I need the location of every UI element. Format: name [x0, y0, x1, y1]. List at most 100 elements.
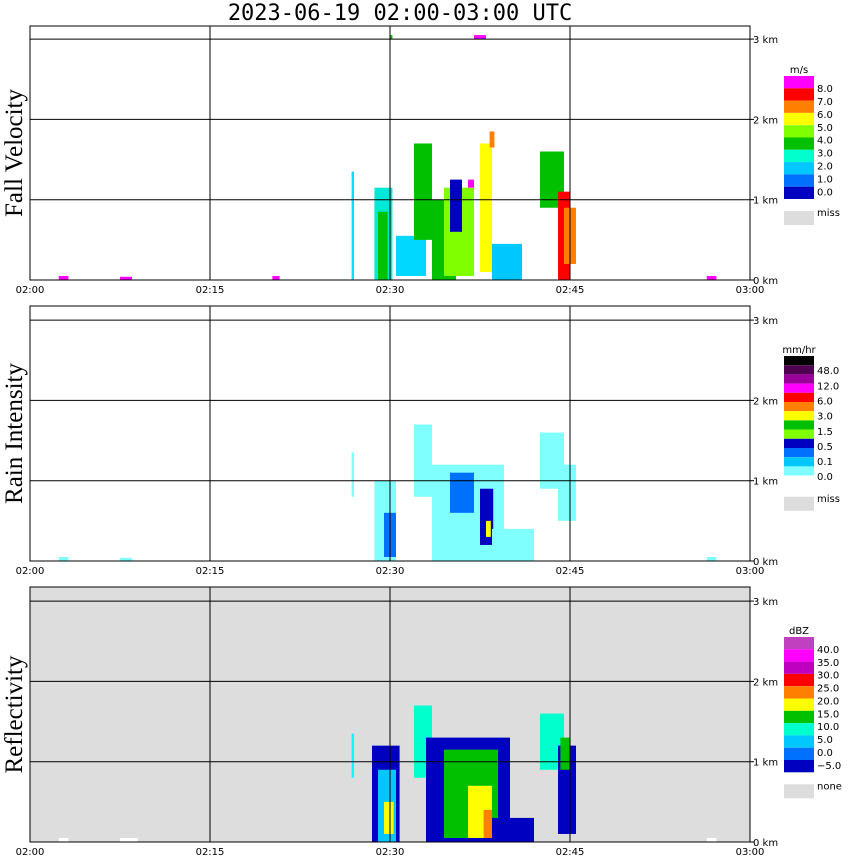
colorbar-swatch: [784, 186, 814, 199]
colorbar-swatch: [784, 735, 814, 748]
colorbar-unit: m/s: [790, 65, 808, 76]
colorbar-swatch: [784, 723, 814, 736]
y-tick-label: 2 km: [753, 677, 778, 688]
colorbar-swatch: [784, 137, 814, 150]
colorbar-missing-swatch: [784, 496, 814, 511]
colorbar-swatch: [784, 76, 814, 89]
colorbar-label: 35.0: [817, 658, 839, 669]
colorbar-swatch: [784, 649, 814, 662]
colorbar-swatch: [784, 686, 814, 699]
echo-cell: [58, 837, 69, 842]
y-axis-label: Fall Velocity: [1, 89, 28, 218]
colorbar-missing-swatch: [784, 784, 814, 799]
echo-cell: [492, 817, 534, 842]
x-tick-label: 02:00: [16, 566, 45, 577]
echo-cell: [483, 809, 492, 838]
colorbar-label: 30.0: [817, 671, 839, 682]
colorbar-label: 2.0: [817, 162, 833, 173]
colorbar-label: 1.0: [817, 175, 833, 186]
colorbar-swatch: [784, 661, 814, 674]
echo-cell: [450, 179, 462, 232]
colorbar-unit: dBZ: [789, 626, 809, 637]
colorbar-label: 0.5: [817, 442, 833, 453]
colorbar-label: 20.0: [817, 696, 839, 707]
x-tick-label: 02:45: [556, 566, 585, 577]
colorbar-swatch: [784, 710, 814, 724]
colorbar-swatch: [784, 448, 814, 458]
colorbar-label: 25.0: [817, 684, 839, 695]
colorbar-swatch: [784, 374, 814, 384]
colorbar-swatch: [784, 356, 814, 366]
y-tick-label: 1 km: [753, 196, 778, 207]
colorbar-label: 10.0: [817, 722, 839, 733]
colorbar-label: 6.0: [817, 396, 833, 407]
y-axis-label: Rain Intensity: [1, 363, 28, 504]
colorbar-label: −5.0: [817, 761, 841, 772]
colorbar-label: 8.0: [817, 84, 833, 95]
x-tick-label: 03:00: [736, 847, 765, 858]
colorbar-label: 0.0: [817, 472, 833, 483]
echo-cell: [120, 557, 132, 561]
colorbar-missing-swatch: [784, 211, 814, 225]
colorbar-swatch: [784, 88, 814, 101]
colorbar-swatch: [784, 365, 814, 375]
colorbar-swatch: [784, 466, 814, 476]
y-tick-label: 3 km: [753, 35, 778, 46]
colorbar-swatch: [784, 383, 814, 393]
echo-cell: [414, 143, 432, 240]
colorbar-label: 3.0: [817, 149, 833, 160]
x-tick-label: 02:30: [376, 566, 405, 577]
echo-cell: [480, 143, 492, 272]
colorbar-missing-label: miss: [817, 494, 840, 505]
echo-cell: [384, 801, 394, 834]
y-tick-label: 1 km: [753, 477, 778, 488]
colorbar-swatch: [784, 637, 814, 650]
x-tick-label: 02:45: [556, 285, 585, 296]
x-tick-label: 02:00: [16, 847, 45, 858]
colorbar-swatch: [784, 402, 814, 412]
colorbar-swatch: [784, 457, 814, 467]
colorbar-swatch: [784, 698, 814, 711]
colorbar-label: 0.0: [817, 188, 833, 199]
plot-frame: [29, 586, 751, 843]
y-tick-label: 0 km: [753, 276, 778, 287]
x-tick-label: 03:00: [736, 285, 765, 296]
x-tick-label: 02:15: [196, 847, 225, 858]
x-tick-label: 02:15: [196, 566, 225, 577]
colorbar-label: 12.0: [817, 381, 839, 392]
echo-cell: [414, 424, 432, 497]
colorbar-label: 1.5: [817, 427, 833, 438]
echo-cell: [58, 556, 69, 561]
echo-cell: [706, 837, 717, 842]
echo-cell: [272, 275, 280, 280]
echo-cell: [486, 520, 491, 537]
colorbar-swatch: [784, 438, 814, 448]
echo-cell: [351, 171, 354, 280]
colorbar-label: 3.0: [817, 412, 833, 423]
colorbar-swatch: [784, 100, 814, 113]
colorbar-unit: mm/hr: [782, 345, 816, 356]
echo-cell: [390, 35, 393, 40]
colorbar-label: 4.0: [817, 136, 833, 147]
echo-cell: [351, 452, 354, 497]
colorbar-label: 6.0: [817, 110, 833, 121]
colorbar-swatch: [784, 149, 814, 163]
x-tick-label: 02:30: [376, 285, 405, 296]
y-tick-label: 1 km: [753, 758, 778, 769]
colorbar-swatch: [784, 411, 814, 421]
y-tick-label: 2 km: [753, 396, 778, 407]
plot-frame: [29, 25, 751, 281]
y-tick-label: 3 km: [753, 597, 778, 608]
colorbar-swatch: [784, 420, 814, 430]
y-tick-label: 0 km: [753, 838, 778, 849]
colorbar-label: 15.0: [817, 709, 839, 720]
plot-frame: [29, 305, 751, 562]
echo-cell: [396, 235, 426, 276]
x-tick-label: 03:00: [736, 566, 765, 577]
colorbar-swatch: [784, 174, 814, 187]
echo-cell: [492, 528, 534, 561]
y-tick-label: 3 km: [753, 316, 778, 327]
colorbar-swatch: [784, 475, 814, 485]
echo-cell: [474, 35, 486, 40]
